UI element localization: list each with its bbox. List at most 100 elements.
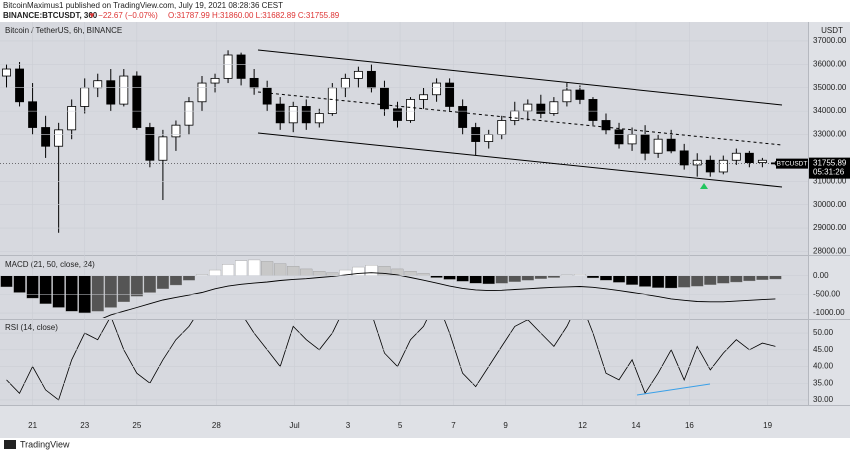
y-tick-label: 35.00 — [813, 378, 834, 387]
price-tag-countdown: 05:31:26 — [813, 168, 845, 177]
macd-bar — [626, 275, 639, 285]
macd-bar — [91, 275, 104, 312]
publisher: BitcoinMaximus1 published on TradingView… — [3, 1, 283, 10]
candle-body — [249, 77, 259, 89]
candle-body — [484, 134, 494, 142]
candle-body — [15, 68, 24, 103]
macd-bar — [117, 275, 130, 302]
macd-bar — [39, 275, 52, 304]
macd-bar — [13, 275, 26, 293]
symbol: BINANCE:BTCUSDT, 360 — [3, 11, 98, 20]
candle-body — [262, 87, 272, 105]
macd-bar — [652, 275, 665, 288]
macd-bar — [156, 275, 169, 289]
y-tick-label: 0.00 — [813, 271, 829, 280]
macd-bar — [704, 275, 717, 285]
candle-body — [445, 82, 455, 107]
x-tick-label: 21 — [28, 421, 37, 430]
symbol-tag-text: BTCUSDT — [777, 160, 808, 167]
candle-body — [28, 101, 38, 128]
candle-body — [93, 80, 103, 89]
channel-upper — [257, 49, 783, 106]
x-tick-label: Jul — [289, 421, 299, 430]
candles — [2, 50, 780, 233]
macd-bar — [730, 275, 743, 283]
macd-line — [102, 272, 776, 318]
macd-bar — [130, 275, 143, 297]
macd-bar — [678, 275, 691, 288]
x-tick-label: 19 — [763, 421, 772, 430]
macd-bar — [482, 275, 495, 285]
trendlines — [257, 49, 783, 188]
macd-bar — [443, 275, 456, 280]
macd-bar — [365, 265, 378, 276]
y-tick-label: -1000.00 — [813, 308, 845, 317]
price-tag-value: 31755.89 — [813, 159, 847, 168]
candle-body — [757, 159, 767, 163]
brand-name: TradingView — [20, 439, 70, 449]
x-tick-label: 12 — [578, 421, 587, 430]
candle-body — [406, 99, 415, 121]
candle-body — [236, 54, 246, 79]
macd-bar — [613, 275, 626, 283]
x-tick-label: 9 — [503, 421, 508, 430]
rsi-trendline — [636, 383, 711, 396]
candle-body — [41, 127, 51, 147]
candle-body — [210, 77, 220, 84]
macd-bar — [717, 275, 730, 284]
rsi-line — [6, 320, 776, 401]
macd-bar — [599, 275, 613, 281]
ohlc: O:31787.99 H:31860.00 L:31682.89 C:31755… — [168, 11, 340, 20]
candle-body — [314, 113, 324, 124]
candle-body — [458, 106, 468, 128]
macd-bar — [495, 275, 508, 284]
candle-body — [432, 82, 442, 96]
y-tick-label: 29000.00 — [813, 223, 847, 232]
candle-body — [679, 150, 689, 166]
x-tick-label: 16 — [685, 421, 694, 430]
candle-body — [419, 94, 428, 100]
candle-body — [340, 77, 350, 89]
candle-body — [275, 103, 285, 124]
macd-bar — [313, 271, 326, 276]
macd — [0, 259, 782, 318]
candle-body — [640, 134, 650, 154]
header-bg — [0, 0, 850, 22]
candle-body — [106, 80, 116, 105]
macd-bar — [586, 275, 599, 279]
macd-bar — [26, 275, 39, 299]
y-tick-label: 31000.00 — [813, 176, 847, 185]
macd-bar — [352, 266, 365, 276]
signal-arrow — [700, 183, 708, 189]
macd-bar — [508, 275, 521, 282]
candle-body — [549, 101, 559, 114]
macd-bar — [521, 275, 534, 281]
macd-bar — [248, 259, 261, 276]
candle-body — [666, 138, 676, 152]
y-tick-label: 30000.00 — [813, 200, 847, 209]
macd-bar — [534, 275, 547, 279]
macd-bar — [300, 268, 313, 276]
macd-bar — [169, 275, 182, 286]
candle-body — [588, 99, 598, 121]
candle-body — [731, 152, 741, 161]
macd-bar — [52, 275, 65, 308]
macd-bar — [404, 271, 417, 276]
y-tick-label: 50.00 — [813, 328, 834, 337]
candle-body — [67, 106, 77, 131]
candle-body — [2, 68, 11, 77]
candle-body — [184, 101, 194, 126]
candle-body — [614, 129, 624, 145]
candle-body — [523, 103, 533, 112]
y-tick-label: 30.00 — [813, 395, 834, 404]
x-tick-label: 25 — [132, 421, 141, 430]
candle-body — [54, 129, 64, 147]
axis-unit: USDT — [821, 26, 843, 35]
candle-body — [288, 106, 298, 124]
candle-body — [627, 134, 637, 145]
y-tick-label: 34000.00 — [813, 106, 847, 115]
candle-body — [497, 120, 507, 135]
macd-bar — [65, 275, 78, 312]
candle-body — [80, 87, 90, 107]
